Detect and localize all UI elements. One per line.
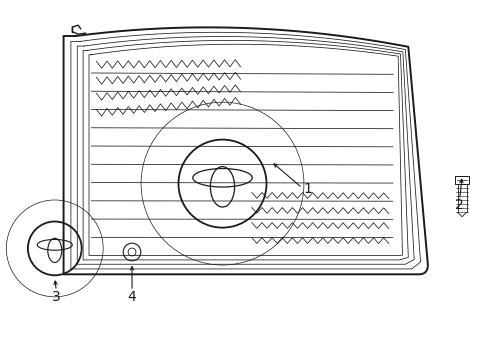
Text: 2: 2 (454, 198, 463, 212)
Text: 1: 1 (303, 182, 312, 196)
Text: 3: 3 (52, 290, 61, 304)
Text: 4: 4 (127, 290, 136, 304)
